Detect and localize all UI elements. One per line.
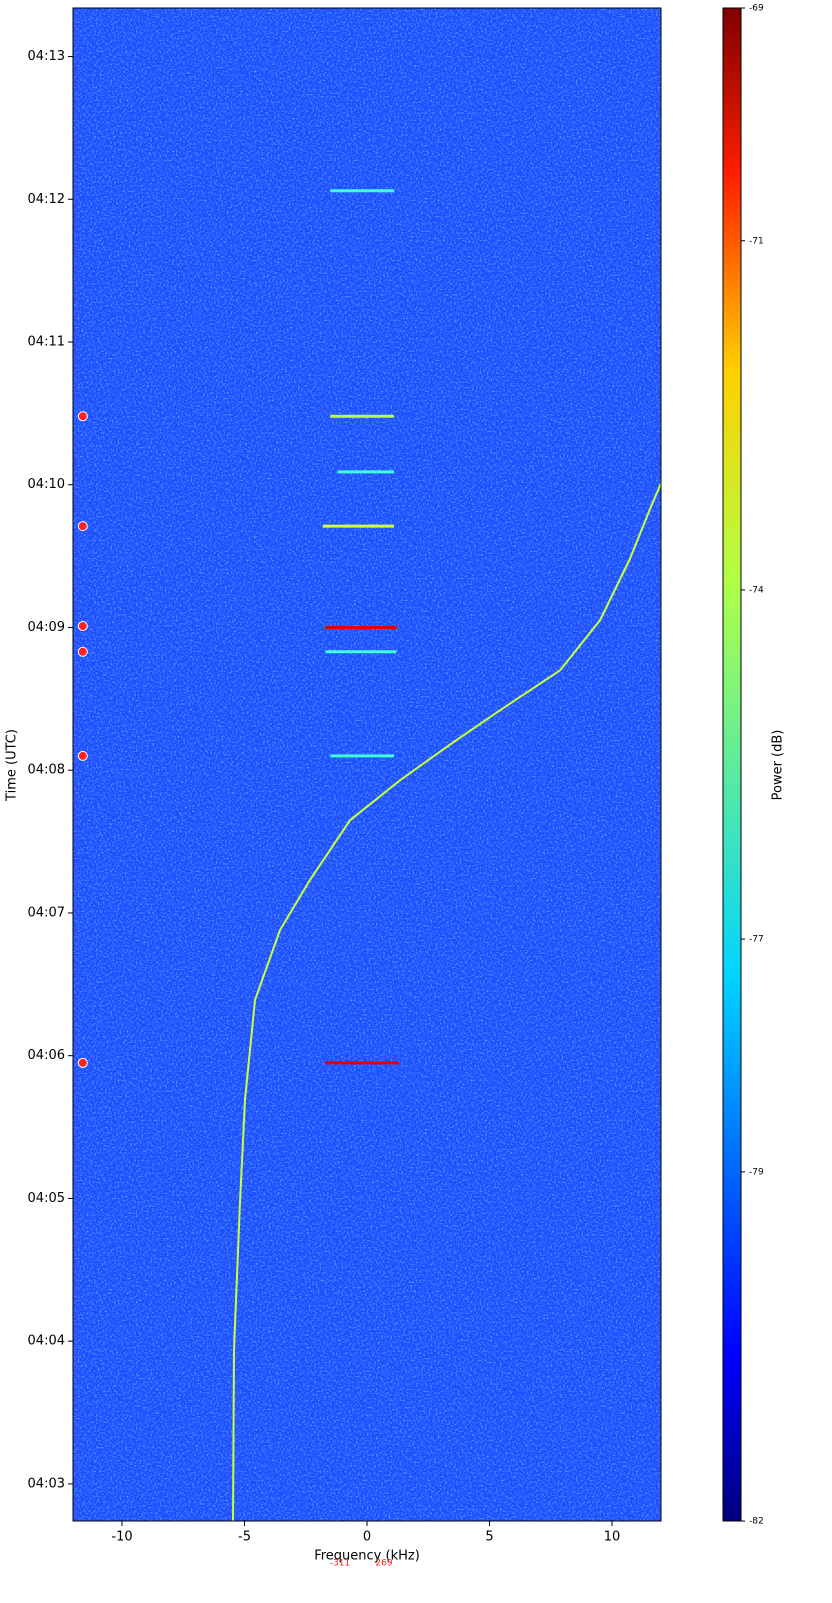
noise: [73, 8, 661, 1521]
y-tick-label: 04:13: [28, 49, 65, 64]
y-tick-label: 04:07: [28, 905, 65, 920]
event-marker: [77, 1057, 88, 1068]
colorbar-tick-label: -82: [749, 1517, 764, 1527]
colorbar-tick-label: -79: [749, 1167, 764, 1177]
x-tick-label: 10: [604, 1530, 621, 1545]
colorbar-label: Power (dB): [771, 730, 786, 801]
colorbar: [722, 7, 742, 1522]
event-marker: [77, 750, 88, 761]
annotation: 269: [375, 1559, 392, 1569]
y-tick-label: 04:08: [28, 763, 65, 778]
colorbar-tick-label: -74: [749, 585, 764, 595]
y-tick-label: 04:05: [28, 1191, 65, 1206]
x-tick-label: -10: [111, 1530, 132, 1545]
y-tick-label: 04:09: [28, 620, 65, 635]
y-tick-label: 04:10: [28, 477, 65, 492]
event-marker: [77, 646, 88, 657]
plot-area: [232, 189, 661, 1521]
x-axis-label: Frequency (kHz): [314, 1549, 420, 1564]
colorbar-tick-label: -71: [749, 236, 764, 246]
event-marker: [77, 521, 88, 532]
annotation: -311: [330, 1559, 350, 1569]
y-tick-label: 04:12: [28, 192, 65, 207]
x-tick-label: 0: [363, 1530, 371, 1545]
y-axis-label: Time (UTC): [5, 729, 20, 802]
y-tick-label: 04:06: [28, 1048, 65, 1063]
y-tick-label: 04:11: [28, 335, 65, 350]
event-marker: [77, 621, 88, 632]
x-tick-label: 5: [485, 1530, 493, 1545]
colorbar-tick-label: -69: [749, 4, 764, 14]
x-tick-label: -5: [238, 1530, 251, 1545]
doppler-trace: [232, 482, 661, 1521]
colorbar-tick-label: -77: [749, 935, 764, 945]
event-marker: [77, 411, 88, 422]
y-tick-label: 04:04: [28, 1334, 65, 1349]
y-tick-label: 04:03: [28, 1476, 65, 1491]
